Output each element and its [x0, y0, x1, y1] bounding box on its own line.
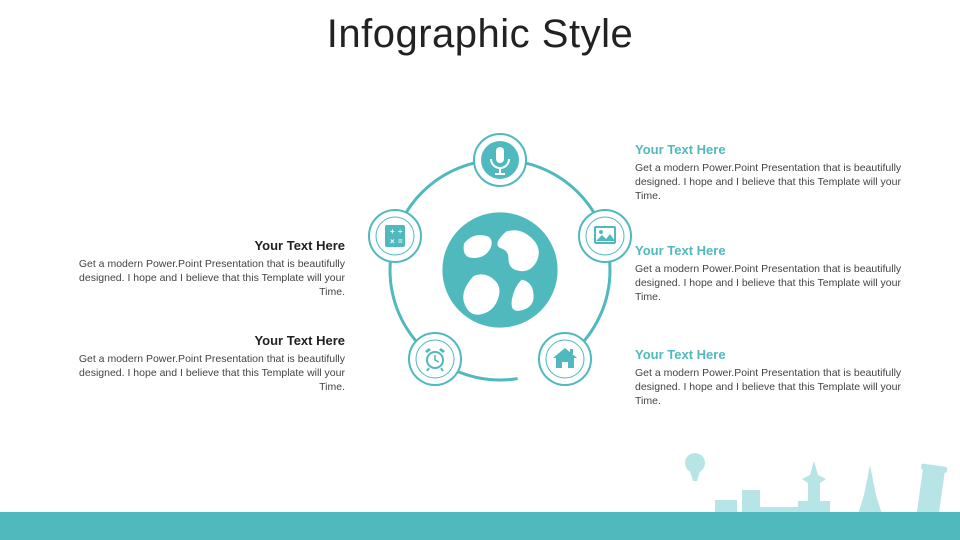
- svg-text:÷: ÷: [398, 227, 403, 236]
- block-body: Get a modern Power.Point Presentation th…: [635, 262, 920, 305]
- block-heading: Your Text Here: [635, 142, 920, 157]
- text-block-top: Your Text Here Get a modern Power.Point …: [635, 142, 920, 204]
- block-body: Get a modern Power.Point Presentation th…: [635, 366, 920, 409]
- block-heading: Your Text Here: [60, 333, 345, 348]
- globe-icon: [440, 210, 560, 330]
- block-body: Get a modern Power.Point Presentation th…: [60, 257, 345, 300]
- block-heading: Your Text Here: [60, 238, 345, 253]
- block-body: Get a modern Power.Point Presentation th…: [60, 352, 345, 395]
- text-block-right-upper: Your Text Here Get a modern Power.Point …: [635, 243, 920, 305]
- node-alarm-clock: [408, 332, 462, 386]
- block-heading: Your Text Here: [635, 243, 920, 258]
- calculator-icon: + ÷ × =: [385, 225, 405, 247]
- node-house: [538, 332, 592, 386]
- svg-text:=: =: [398, 237, 403, 246]
- svg-text:×: ×: [390, 237, 395, 246]
- text-block-left-lower: Your Text Here Get a modern Power.Point …: [60, 333, 345, 395]
- block-heading: Your Text Here: [635, 347, 920, 362]
- radial-diagram: + ÷ × =: [370, 140, 630, 400]
- footer-band: [0, 512, 960, 540]
- node-picture: [578, 209, 632, 263]
- text-block-left-upper: Your Text Here Get a modern Power.Point …: [60, 238, 345, 300]
- node-calculator: + ÷ × =: [368, 209, 422, 263]
- text-block-right-lower: Your Text Here Get a modern Power.Point …: [635, 347, 920, 409]
- block-body: Get a modern Power.Point Presentation th…: [635, 161, 920, 204]
- node-microphone: [473, 133, 527, 187]
- svg-text:+: +: [390, 227, 395, 236]
- page-title: Infographic Style: [0, 0, 960, 57]
